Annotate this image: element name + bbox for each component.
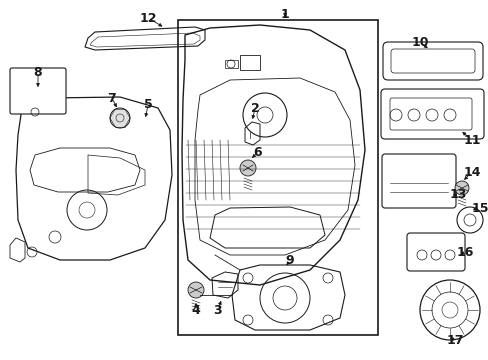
Circle shape: [240, 160, 256, 176]
Text: 17: 17: [446, 333, 463, 346]
Circle shape: [187, 282, 203, 298]
FancyBboxPatch shape: [10, 68, 66, 114]
Text: 6: 6: [253, 145, 262, 158]
Text: 10: 10: [410, 36, 428, 49]
Circle shape: [454, 181, 468, 195]
Text: 2: 2: [250, 102, 259, 114]
Text: 1: 1: [280, 8, 289, 21]
Text: 5: 5: [143, 99, 152, 112]
FancyBboxPatch shape: [390, 49, 474, 73]
Text: 9: 9: [285, 253, 294, 266]
Text: 16: 16: [455, 246, 473, 258]
Text: 11: 11: [462, 134, 480, 147]
Text: 13: 13: [448, 189, 466, 202]
FancyBboxPatch shape: [380, 89, 483, 139]
Text: 7: 7: [107, 91, 116, 104]
Text: 3: 3: [213, 303, 222, 316]
Text: 4: 4: [191, 303, 200, 316]
FancyBboxPatch shape: [406, 233, 464, 271]
Text: 8: 8: [34, 66, 42, 78]
Text: 12: 12: [139, 12, 157, 24]
Text: 15: 15: [470, 202, 488, 215]
FancyBboxPatch shape: [381, 154, 455, 208]
Polygon shape: [178, 20, 377, 335]
FancyBboxPatch shape: [382, 42, 482, 80]
Circle shape: [110, 108, 130, 128]
FancyBboxPatch shape: [389, 98, 471, 130]
Text: 14: 14: [462, 166, 480, 179]
